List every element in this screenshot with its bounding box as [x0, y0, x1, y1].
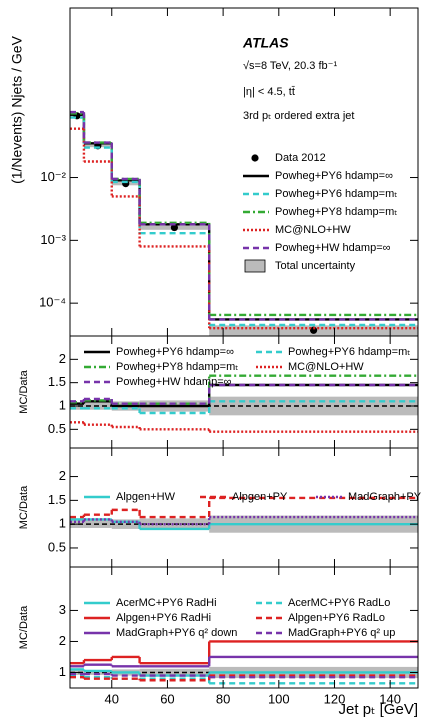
y-tick-label: 10⁻³ — [40, 232, 66, 247]
legend-label: Powheg+PY8 hdamp=mₜ — [116, 361, 239, 373]
y-tick-label: 2 — [59, 351, 66, 366]
legend-label: AcerMC+PY6 RadHi — [116, 597, 217, 609]
experiment-label: ATLAS — [242, 35, 289, 51]
legend-label: Powheg+PY6 hdamp=mₜ — [288, 346, 411, 358]
legend-label: Alpgen+PY6 RadLo — [288, 612, 385, 624]
data-point — [170, 223, 178, 232]
y-tick-label: 1.5 — [48, 492, 66, 507]
y-axis-label: (1/Nevents) Njets / GeV — [9, 35, 25, 183]
annotation: |η| < 4.5, tt̄ — [243, 86, 295, 98]
legend-label: MadGraph+PY6 q² up — [288, 627, 395, 639]
x-tick-label: 80 — [216, 691, 230, 706]
data-point — [310, 326, 318, 334]
legend-label: Alpgen+PY6 RadHi — [116, 612, 211, 624]
legend-marker — [251, 154, 259, 162]
x-tick-label: 100 — [268, 691, 290, 706]
y-tick-label: 1.5 — [48, 374, 66, 389]
legend-label: MC@NLO+HW — [288, 361, 364, 373]
y-tick-label: 0.5 — [48, 421, 66, 436]
annotation: 3rd pₜ ordered extra jet — [243, 110, 354, 122]
x-axis-label: Jet pₜ [GeV] — [339, 701, 418, 718]
x-tick-label: 140 — [379, 691, 401, 706]
x-tick-label: 120 — [324, 691, 346, 706]
legend-label: Powheg+HW hdamp=∞ — [116, 376, 231, 388]
y-tick-label: 2 — [59, 468, 66, 483]
x-tick-label: 60 — [160, 691, 174, 706]
uncertainty-band — [111, 519, 140, 529]
legend-label: Powheg+PY6 hdamp=mₜ — [275, 188, 398, 200]
y-tick-label: 2 — [59, 633, 66, 648]
y-tick-label: 1 — [59, 664, 66, 679]
legend-label: Total uncertainty — [275, 260, 356, 272]
y-tick-label: 10⁻² — [40, 169, 66, 184]
y-tick-label: 0.5 — [48, 539, 66, 554]
legend-label: Powheg+PY6 hdamp=∞ — [275, 170, 393, 182]
legend-label: MadGraph+PY6 q² down — [116, 627, 237, 639]
legend-label: Data 2012 — [275, 152, 326, 164]
y-tick-label: 10⁻⁴ — [39, 295, 66, 310]
panel-frame — [69, 447, 419, 568]
annotation: √s=8 TeV, 20.3 fb⁻¹ — [243, 60, 337, 72]
y-axis-label: MC/Data — [18, 369, 30, 413]
legend-label: AcerMC+PY6 RadLo — [288, 597, 390, 609]
y-tick-label: 1 — [59, 397, 66, 412]
legend-label: Powheg+HW hdamp=∞ — [275, 242, 390, 254]
y-tick-label: 3 — [59, 602, 66, 617]
panel-frame — [69, 566, 419, 689]
legend-label: Powheg+PY6 hdamp=∞ — [116, 346, 234, 358]
x-tick-label: 40 — [105, 691, 119, 706]
legend-label: MC@NLO+HW — [275, 224, 351, 236]
y-axis-label: MC/Data — [18, 485, 30, 529]
y-axis-label: MC/Data — [18, 605, 30, 649]
legend-label: Powheg+PY8 hdamp=mₜ — [275, 206, 398, 218]
legend-label: Alpgen+HW — [116, 491, 176, 503]
y-tick-label: 1 — [59, 516, 66, 531]
legend-label: MadGraph+PY — [348, 491, 422, 503]
legend-label: Alpgen+PY — [232, 491, 288, 503]
legend-marker — [244, 259, 266, 273]
